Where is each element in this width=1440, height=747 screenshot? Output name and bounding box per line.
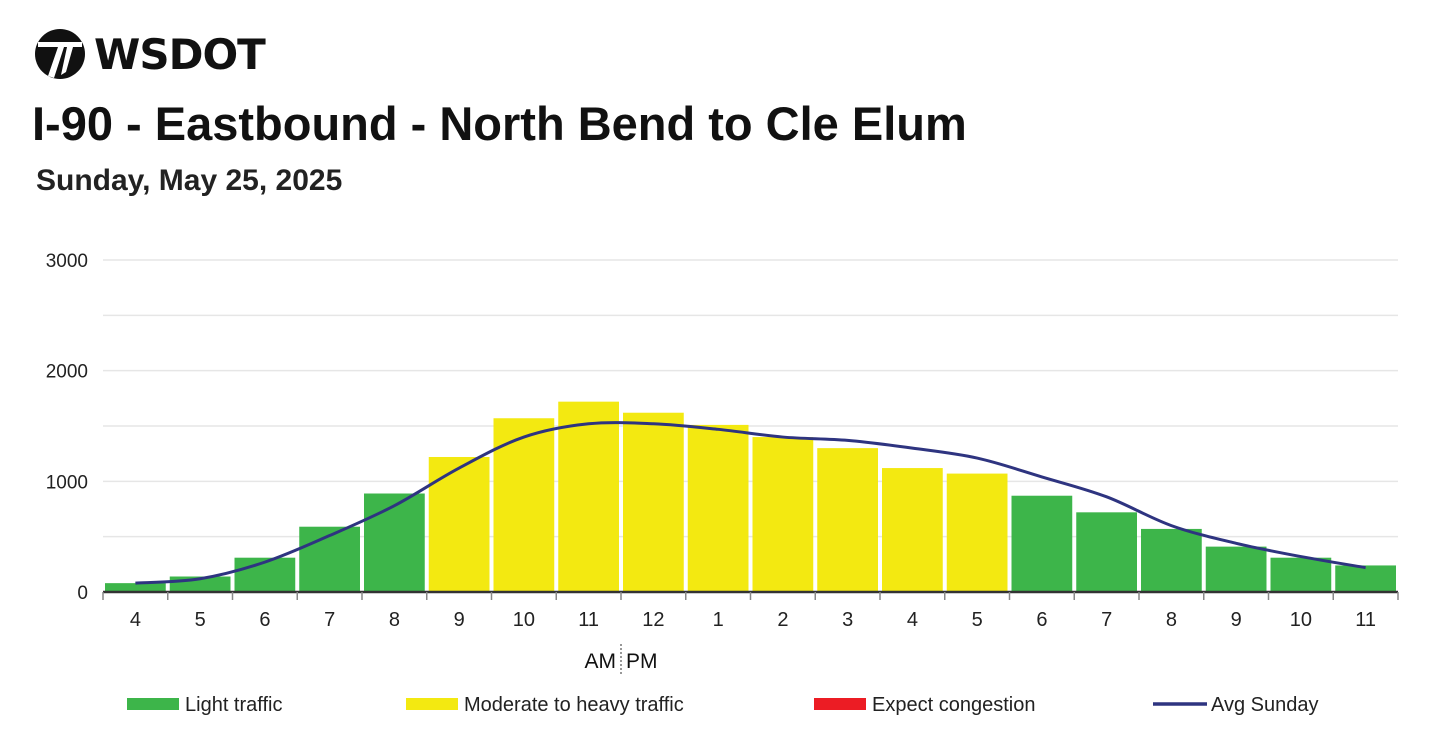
x-tick-label: 4 xyxy=(130,609,141,631)
x-tick-label: 4 xyxy=(907,609,918,631)
avg-sunday-line xyxy=(135,421,1366,585)
wsdot-logo: WSDOT xyxy=(34,26,266,82)
y-tick-label: 0 xyxy=(77,583,88,604)
bar xyxy=(299,526,360,592)
bar xyxy=(1335,565,1396,592)
legend-label: Light traffic xyxy=(185,694,282,716)
x-tick-label: 6 xyxy=(1036,609,1047,631)
bar xyxy=(1141,528,1202,592)
x-tick-label: 8 xyxy=(389,609,400,631)
bar xyxy=(428,456,490,592)
x-tick-label: 7 xyxy=(324,609,335,631)
x-tick-label: 7 xyxy=(1101,609,1112,631)
x-tick-label: 10 xyxy=(1290,609,1312,631)
bar xyxy=(1011,495,1073,592)
wsdot-emblem-icon xyxy=(35,29,85,79)
legend-label: Expect congestion xyxy=(872,694,1035,716)
bar xyxy=(687,424,749,592)
x-tick-label: 2 xyxy=(777,609,788,631)
x-tick-label: 6 xyxy=(259,609,270,631)
legend-swatch xyxy=(814,698,866,710)
bar xyxy=(1076,512,1137,592)
x-tick-label: 3 xyxy=(842,609,853,631)
bar xyxy=(1270,557,1332,592)
x-tick-label: 10 xyxy=(513,609,535,631)
bar xyxy=(105,583,166,592)
x-tick-label: 9 xyxy=(454,609,465,631)
bar xyxy=(752,437,814,592)
bar xyxy=(817,448,878,592)
am-label: AM xyxy=(585,650,617,673)
x-tick-label: 11 xyxy=(1355,609,1376,631)
pm-label: PM xyxy=(626,650,658,673)
y-tick-label: 1000 xyxy=(46,472,88,493)
bar xyxy=(623,412,684,592)
x-tick-label: 8 xyxy=(1166,609,1177,631)
bar xyxy=(364,493,425,592)
chart-title: I-90 - Eastbound - North Bend to Cle Elu… xyxy=(32,97,967,150)
x-tick-label: 9 xyxy=(1231,609,1242,631)
x-tick-label: 5 xyxy=(972,609,983,631)
x-tick-label: 5 xyxy=(195,609,206,631)
x-tick-label: 1 xyxy=(713,609,724,631)
bar xyxy=(1205,546,1267,592)
bar xyxy=(946,473,1008,592)
chart-subtitle: Sunday, May 25, 2025 xyxy=(36,164,343,197)
legend-swatch xyxy=(127,698,179,710)
y-tick-label: 3000 xyxy=(46,251,88,272)
x-tick-label: 12 xyxy=(642,609,664,631)
logo-text: WSDOT xyxy=(94,29,266,79)
bar xyxy=(493,418,555,592)
legend-label: Avg Sunday xyxy=(1211,694,1319,716)
bar xyxy=(558,401,619,592)
legend-swatch xyxy=(406,698,458,710)
legend-label: Moderate to heavy traffic xyxy=(464,694,684,716)
bar xyxy=(882,468,943,592)
y-tick-label: 2000 xyxy=(46,362,88,383)
x-tick-label: 11 xyxy=(578,609,599,631)
